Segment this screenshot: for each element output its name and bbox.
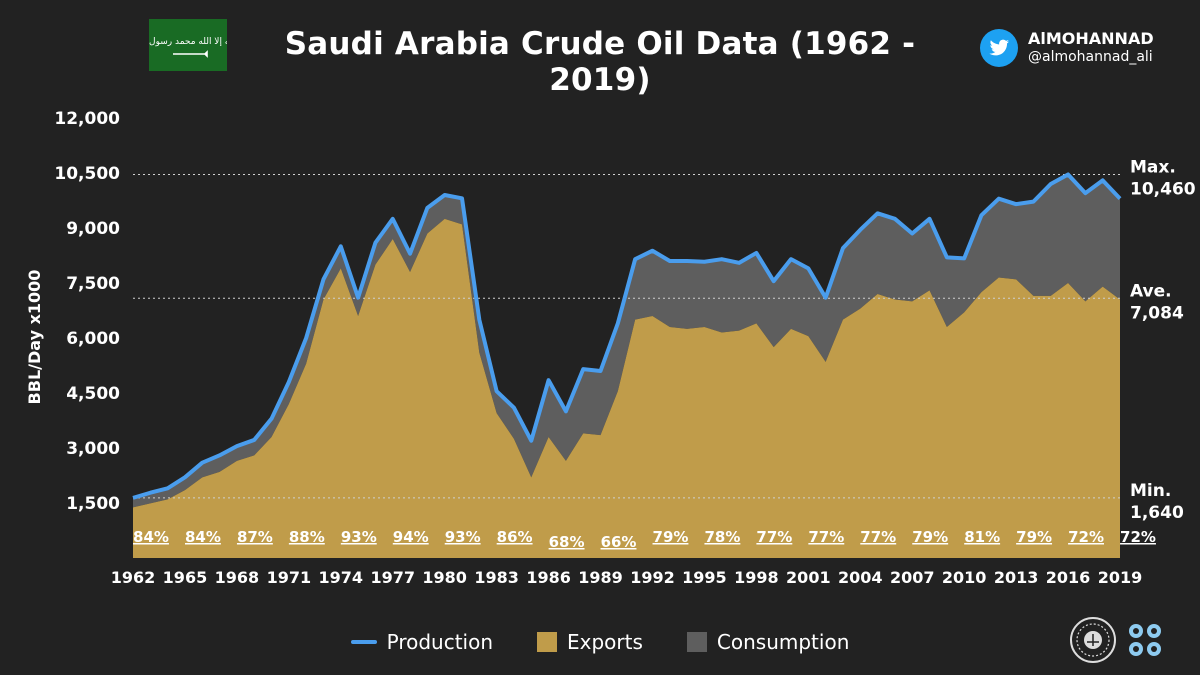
export-share-label: 72% (1120, 528, 1156, 546)
export-share-label: 77% (808, 528, 844, 546)
ave-label: Ave. (1130, 281, 1172, 301)
exports-area (133, 218, 1120, 559)
y-tick-label: 1,500 (66, 494, 120, 514)
flag-inscription: لا إله إلا الله محمد رسول الله (149, 37, 227, 47)
export-share-label: 93% (445, 528, 481, 546)
export-share-label: 84% (185, 528, 221, 546)
legend-production[interactable]: Production (350, 630, 494, 654)
export-share-label: 88% (289, 528, 325, 546)
export-share-label: 66% (601, 533, 637, 551)
x-tick-label: 1962 (111, 568, 156, 587)
author-name[interactable]: AlMOHANNAD (1028, 29, 1154, 48)
x-tick-label: 1989 (578, 568, 623, 587)
y-tick-label: 3,000 (66, 439, 120, 459)
legend-exports-label: Exports (567, 630, 643, 654)
x-tick-label: 1977 (370, 568, 415, 587)
opec-logo-icon (1129, 624, 1161, 656)
x-tick-label: 2010 (942, 568, 987, 587)
min-label: Min. (1130, 481, 1171, 501)
production-line (132, 172, 1122, 500)
consumption-swatch (686, 632, 707, 652)
export-share-label: 77% (756, 528, 792, 546)
x-tick-label: 1992 (630, 568, 675, 587)
x-tick-label: 1974 (319, 568, 364, 587)
x-tick-label: 2007 (890, 568, 935, 587)
x-tick-label: 1971 (267, 568, 312, 587)
legend-consumption[interactable]: Consumption (686, 630, 850, 654)
export-share-label: 78% (704, 528, 740, 546)
exports-swatch (537, 632, 558, 652)
x-tick-label: 1986 (526, 568, 571, 587)
y-tick-label: 12,000 (54, 109, 120, 129)
x-tick-label: 2019 (1098, 568, 1143, 587)
export-share-label: 72% (1068, 528, 1104, 546)
export-share-label: 84% (133, 528, 169, 546)
production-swatch (350, 640, 377, 644)
x-tick-label: 2013 (994, 568, 1039, 587)
y-tick-label: 6,000 (66, 329, 120, 349)
y-tick-label: 10,500 (54, 164, 120, 184)
export-share-label: 77% (860, 528, 896, 546)
x-tick-label: 1980 (422, 568, 467, 587)
export-share-label: 86% (497, 528, 533, 546)
saudi-flag-icon: لا إله إلا الله محمد رسول الله (149, 19, 227, 71)
x-tick-label: 2016 (1046, 568, 1091, 587)
export-share-label: 93% (341, 528, 377, 546)
export-share-label: 79% (1016, 528, 1052, 546)
flag-field (149, 19, 227, 71)
author-handle[interactable]: @almohannad_ali (1028, 49, 1153, 65)
x-tick-label: 1968 (215, 568, 260, 587)
export-share-label: 79% (912, 528, 948, 546)
central-bank-seal-icon (1070, 617, 1116, 663)
consumption-area (133, 174, 1120, 508)
x-tick-label: 2001 (786, 568, 831, 587)
legend-production-label: Production (386, 630, 494, 654)
y-tick-label: 7,500 (66, 274, 120, 294)
y-axis-label: BBL/Day x1000 (25, 270, 44, 405)
max-label: Max. (1130, 157, 1176, 177)
chart-legend: Production Exports Consumption (0, 628, 1200, 656)
min-value: 1,640 (1130, 503, 1184, 523)
x-tick-label: 2004 (838, 568, 883, 587)
flag-sword (173, 50, 208, 58)
x-tick-label: 1965 (163, 568, 208, 587)
export-share-label: 68% (549, 533, 585, 551)
export-share-label: 87% (237, 528, 273, 546)
twitter-icon[interactable] (980, 29, 1018, 67)
ave-value: 7,084 (1130, 303, 1184, 323)
legend-consumption-label: Consumption (716, 630, 850, 654)
y-tick-label: 9,000 (66, 219, 120, 239)
export-share-label: 81% (964, 528, 1000, 546)
page-title: Saudi Arabia Crude Oil Data (1962 - 2019… (284, 26, 916, 98)
x-tick-label: 1983 (474, 568, 519, 587)
max-value: 10,460 (1130, 179, 1196, 199)
legend-exports[interactable]: Exports (537, 630, 643, 654)
export-share-label: 94% (393, 528, 429, 546)
export-share-label: 79% (653, 528, 689, 546)
x-tick-label: 1995 (682, 568, 727, 587)
x-tick-label: 1998 (734, 568, 779, 587)
y-tick-label: 4,500 (66, 384, 120, 404)
